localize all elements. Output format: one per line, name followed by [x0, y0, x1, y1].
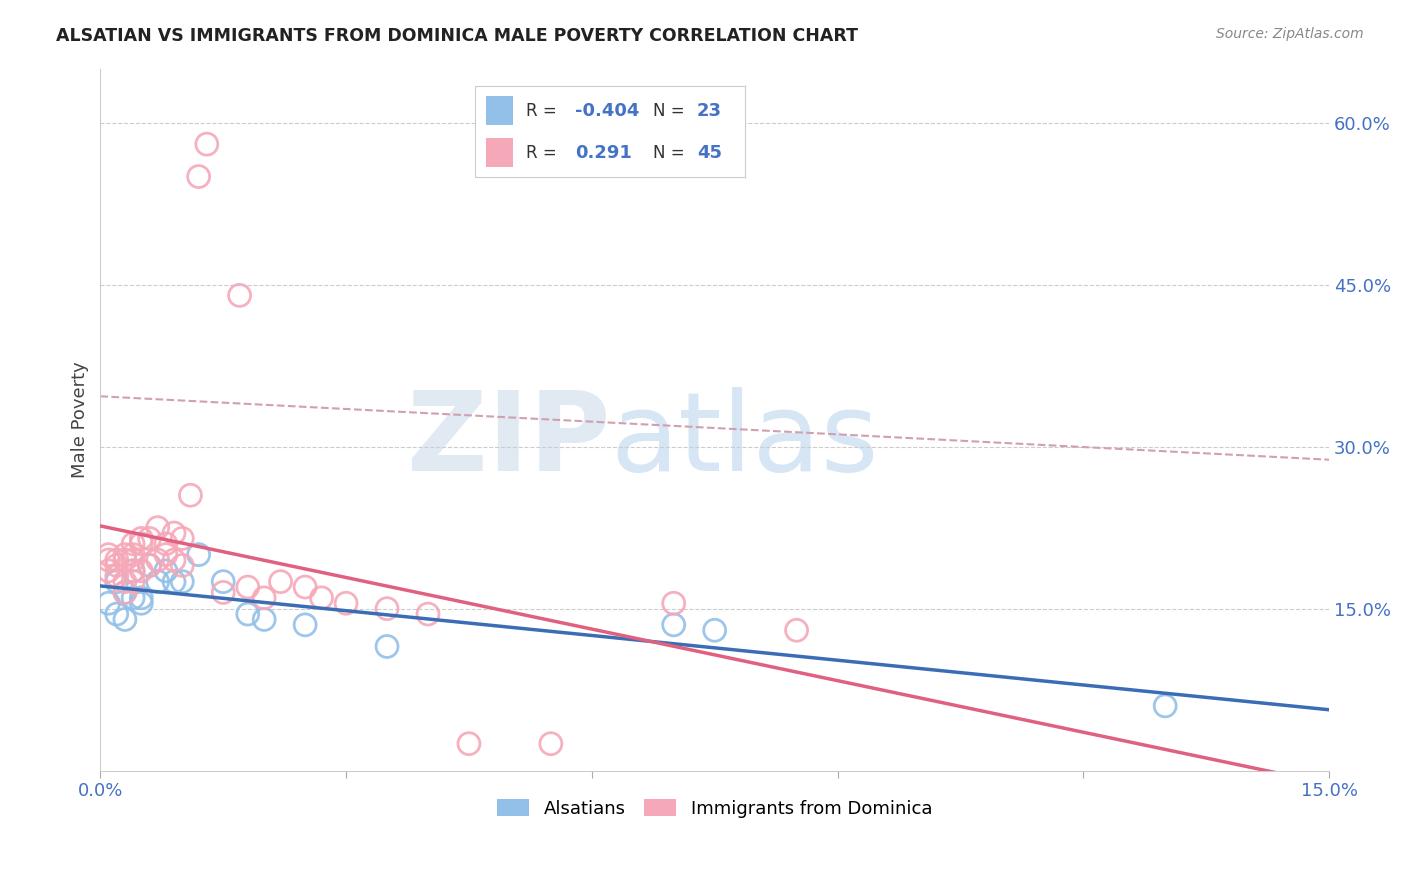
Immigrants from Dominica	[114, 585, 136, 599]
Immigrants from Dominica	[97, 548, 120, 562]
Immigrants from Dominica	[146, 521, 169, 535]
Immigrants from Dominica	[172, 558, 194, 573]
Y-axis label: Male Poverty: Male Poverty	[72, 361, 89, 478]
Alsatians	[131, 591, 153, 605]
Alsatians	[131, 596, 153, 610]
Alsatians	[375, 640, 398, 654]
Alsatians	[294, 618, 316, 632]
Immigrants from Dominica	[146, 553, 169, 567]
Immigrants from Dominica	[155, 548, 177, 562]
Immigrants from Dominica	[786, 624, 808, 638]
Immigrants from Dominica	[163, 526, 186, 541]
Immigrants from Dominica	[105, 558, 128, 573]
Alsatians	[703, 624, 725, 638]
Alsatians	[146, 574, 169, 589]
Immigrants from Dominica	[311, 591, 333, 605]
Alsatians	[662, 618, 685, 632]
Immigrants from Dominica	[187, 169, 209, 184]
Text: atlas: atlas	[610, 387, 879, 494]
Alsatians	[105, 574, 128, 589]
Immigrants from Dominica	[97, 564, 120, 578]
Alsatians	[172, 574, 194, 589]
Immigrants from Dominica	[253, 591, 276, 605]
Immigrants from Dominica	[236, 580, 259, 594]
Immigrants from Dominica	[122, 548, 145, 562]
Immigrants from Dominica	[131, 564, 153, 578]
Immigrants from Dominica	[195, 137, 218, 152]
Immigrants from Dominica	[131, 532, 153, 546]
Alsatians	[1154, 698, 1177, 713]
Immigrants from Dominica	[375, 601, 398, 615]
Immigrants from Dominica	[122, 553, 145, 567]
Alsatians	[236, 607, 259, 621]
Immigrants from Dominica	[179, 488, 201, 502]
Immigrants from Dominica	[97, 553, 120, 567]
Immigrants from Dominica	[122, 574, 145, 589]
Immigrants from Dominica	[114, 574, 136, 589]
Immigrants from Dominica	[335, 596, 357, 610]
Alsatians	[163, 574, 186, 589]
Immigrants from Dominica	[122, 537, 145, 551]
Immigrants from Dominica	[105, 569, 128, 583]
Immigrants from Dominica	[138, 558, 160, 573]
Alsatians	[187, 548, 209, 562]
Immigrants from Dominica	[458, 737, 481, 751]
Immigrants from Dominica	[270, 574, 292, 589]
Alsatians	[253, 612, 276, 626]
Immigrants from Dominica	[155, 537, 177, 551]
Immigrants from Dominica	[662, 596, 685, 610]
Immigrants from Dominica	[294, 580, 316, 594]
Immigrants from Dominica	[540, 737, 562, 751]
Alsatians	[122, 591, 145, 605]
Immigrants from Dominica	[163, 553, 186, 567]
Immigrants from Dominica	[416, 607, 439, 621]
Immigrants from Dominica	[138, 532, 160, 546]
Immigrants from Dominica	[105, 553, 128, 567]
Immigrants from Dominica	[122, 564, 145, 578]
Immigrants from Dominica	[131, 537, 153, 551]
Text: ALSATIAN VS IMMIGRANTS FROM DOMINICA MALE POVERTY CORRELATION CHART: ALSATIAN VS IMMIGRANTS FROM DOMINICA MAL…	[56, 27, 858, 45]
Text: ZIP: ZIP	[406, 387, 610, 494]
Alsatians	[114, 585, 136, 599]
Alsatians	[138, 558, 160, 573]
Alsatians	[105, 607, 128, 621]
Immigrants from Dominica	[228, 288, 250, 302]
Immigrants from Dominica	[114, 553, 136, 567]
Alsatians	[122, 564, 145, 578]
Immigrants from Dominica	[212, 585, 235, 599]
Alsatians	[155, 564, 177, 578]
Immigrants from Dominica	[114, 548, 136, 562]
Alsatians	[97, 596, 120, 610]
Alsatians	[114, 612, 136, 626]
Alsatians	[212, 574, 235, 589]
Text: Source: ZipAtlas.com: Source: ZipAtlas.com	[1216, 27, 1364, 41]
Legend: Alsatians, Immigrants from Dominica: Alsatians, Immigrants from Dominica	[489, 792, 939, 825]
Immigrants from Dominica	[172, 532, 194, 546]
